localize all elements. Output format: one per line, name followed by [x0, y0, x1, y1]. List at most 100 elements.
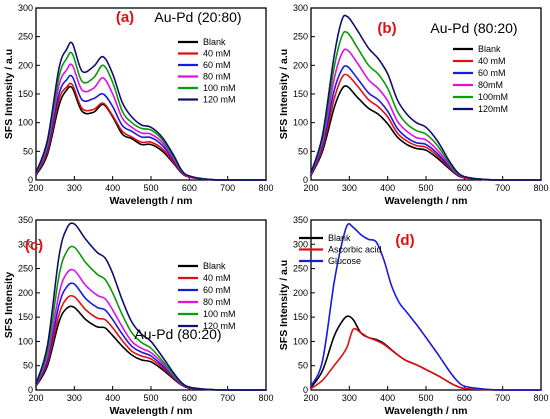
x-tick-label: 300	[67, 393, 82, 403]
y-tick-label: 300	[18, 3, 33, 13]
y-axis-title: SFS Intensity	[3, 272, 15, 339]
legend-label: Blank	[328, 233, 351, 243]
chart-panel-b: 200 300 400 500 600 700 800 0 50 100 150 200 250 300 W…	[275, 0, 550, 210]
legend-label: 120 mM	[203, 321, 236, 331]
legend-label: 80mM	[478, 80, 503, 90]
x-tick-label: 600	[182, 393, 197, 403]
x-axis-title: Wavelength / nm	[384, 195, 467, 207]
y-tick-label: 250	[293, 264, 308, 274]
series-line-120mm	[310, 14, 542, 181]
x-tick-label: 500	[418, 393, 433, 403]
legend-label: 40 mM	[203, 49, 231, 59]
legend-label: 60 mM	[203, 285, 231, 295]
chart-panel-d: 200 300 400 500 600 700 800 0 50 100 150 200 250 300 3…	[275, 210, 550, 419]
legend-label: Blank	[203, 37, 226, 47]
x-tick-label: 800	[533, 183, 548, 193]
y-tick-label: 100	[293, 336, 308, 346]
series-line-100-mm	[35, 51, 267, 181]
series-line-blank	[310, 315, 542, 391]
y-tick-label: 0	[303, 385, 308, 395]
y-tick-label: 0	[28, 175, 33, 185]
y-tick-label: 50	[23, 361, 33, 371]
y-tick-label: 50	[298, 146, 308, 156]
x-tick-label: 700	[220, 393, 235, 403]
legend-label: 120mM	[478, 104, 508, 114]
legend-label: Glucose	[328, 256, 361, 266]
y-tick-label: 250	[293, 32, 308, 42]
y-tick-label: 300	[293, 239, 308, 249]
chart-d-svg: 200 300 400 500 600 700 800 0 50 100 150 200 250 300 3…	[278, 215, 549, 417]
x-tick-label: 700	[220, 183, 235, 193]
legend-label: 100mM	[478, 92, 508, 102]
y-tick-label: 150	[293, 89, 308, 99]
y-axis-title: SFS Intensity / a.u	[278, 260, 290, 350]
panel-label: (c)	[25, 237, 43, 254]
x-tick-label: 300	[342, 183, 357, 193]
y-tick-label: 250	[18, 264, 33, 274]
panel-title: Au-Pd (80:20)	[430, 20, 517, 36]
series-line-80mm	[310, 48, 542, 181]
legend-label: 40 mM	[203, 273, 231, 283]
x-tick-label: 800	[258, 393, 273, 403]
x-tick-label: 800	[258, 183, 273, 193]
y-tick-label: 150	[293, 312, 308, 322]
x-tick-label: 200	[303, 183, 318, 193]
x-tick-label: 500	[418, 183, 433, 193]
x-tick-label: 400	[380, 393, 395, 403]
y-tick-label: 200	[293, 60, 308, 70]
y-tick-label: 300	[18, 239, 33, 249]
x-tick-label: 800	[533, 393, 548, 403]
x-tick-label: 600	[457, 183, 472, 193]
legend-label: Ascorbic acid	[328, 245, 382, 255]
x-tick-label: 300	[67, 183, 82, 193]
chart-panel-c: 200 300 400 500 600 700 800 0 50 100 150 200 250 300 3…	[0, 210, 275, 419]
y-tick-label: 300	[293, 3, 308, 13]
legend-label: 80 mM	[203, 297, 231, 307]
y-tick-label: 100	[18, 336, 33, 346]
panel-title: Au-Pd (80:20)	[134, 326, 221, 342]
x-tick-label: 400	[105, 183, 120, 193]
series-line-80-mm	[35, 63, 267, 181]
x-tick-label: 600	[457, 393, 472, 403]
y-tick-label: 150	[18, 89, 33, 99]
x-tick-label: 200	[28, 183, 43, 193]
panel-label: (d)	[395, 232, 414, 249]
y-tick-label: 250	[18, 32, 33, 42]
y-tick-label: 50	[23, 146, 33, 156]
y-tick-label: 0	[303, 175, 308, 185]
legend-label: 60 mM	[203, 60, 231, 70]
x-axis-title: Wavelength / nm	[384, 405, 467, 417]
legend-label: 120 mM	[203, 95, 236, 105]
x-tick-label: 500	[143, 183, 158, 193]
x-tick-label: 300	[342, 393, 357, 403]
legend-label: 100 mM	[203, 309, 236, 319]
y-tick-label: 200	[18, 288, 33, 298]
series-line-120-mm	[35, 222, 267, 391]
chart-b-svg: 200 300 400 500 600 700 800 0 50 100 150 200 250 300 W…	[278, 3, 549, 207]
series-line-glucose	[310, 223, 542, 391]
panel-label: (b)	[377, 20, 396, 37]
x-tick-label: 200	[28, 393, 43, 403]
x-tick-label: 200	[303, 393, 318, 403]
chart-c-svg: 200 300 400 500 600 700 800 0 50 100 150 200 250 300 3…	[3, 215, 274, 417]
series-line-60-mm	[310, 65, 542, 181]
panel-title: Au-Pd (20:80)	[154, 9, 241, 25]
x-tick-label: 500	[143, 393, 158, 403]
panel-label: (a)	[116, 9, 134, 26]
x-tick-label: 700	[495, 393, 510, 403]
y-tick-label: 0	[28, 385, 33, 395]
y-axis-title: SFS Intensity / a.u	[278, 49, 290, 139]
chart-a-svg: 200 300 400 500 600 700 800 0 50 100 150 200 250 300 W…	[3, 3, 274, 207]
x-tick-label: 600	[182, 183, 197, 193]
x-axis-title: Wavelength / nm	[109, 195, 192, 207]
y-tick-label: 100	[293, 118, 308, 128]
x-tick-label: 400	[105, 393, 120, 403]
x-axis-title: Wavelength / nm	[109, 405, 192, 417]
legend-label: Blank	[478, 44, 501, 54]
legend-label: 40 mM	[478, 56, 506, 66]
y-axis-title: SFS Intensity / a.u	[3, 49, 15, 139]
y-tick-label: 150	[18, 312, 33, 322]
y-tick-label: 350	[293, 215, 308, 225]
x-tick-label: 400	[380, 183, 395, 193]
plot-frame-c	[35, 219, 267, 391]
